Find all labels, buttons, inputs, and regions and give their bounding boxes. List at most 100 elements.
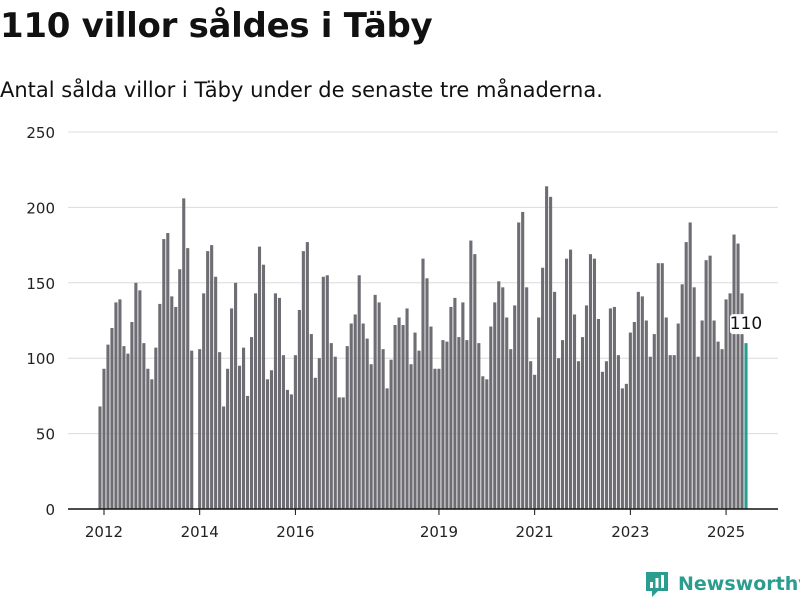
- bar: [102, 368, 106, 509]
- bar: [684, 242, 688, 510]
- bar: [381, 349, 385, 509]
- bar: [600, 371, 604, 509]
- bar: [473, 254, 477, 509]
- bar: [281, 355, 285, 509]
- highlight-data-label: 110: [730, 314, 762, 334]
- bar: [672, 355, 676, 509]
- bar: [565, 258, 569, 509]
- bar: [640, 296, 644, 509]
- bar: [441, 340, 445, 509]
- y-tick-label: 200: [26, 199, 55, 217]
- bar: [150, 379, 154, 509]
- bar: [313, 377, 317, 509]
- bar: [549, 196, 553, 509]
- bar: [357, 275, 361, 509]
- bar: [636, 291, 640, 509]
- bar: [517, 222, 521, 509]
- bar: [114, 302, 118, 509]
- bar: [700, 320, 704, 509]
- bar: [265, 379, 270, 509]
- bar: [712, 320, 716, 509]
- bar: [110, 328, 114, 509]
- bar: [489, 326, 493, 509]
- bar: [688, 222, 692, 509]
- bar: [130, 322, 134, 509]
- bar: [457, 337, 461, 509]
- bar: [158, 303, 162, 509]
- bar: [493, 302, 497, 509]
- bar: [321, 276, 325, 509]
- bar: [142, 343, 146, 509]
- bar: [146, 368, 150, 509]
- bar: [433, 368, 437, 509]
- bar: [206, 251, 210, 509]
- bar: [708, 255, 712, 509]
- bar: [122, 346, 126, 509]
- bar: [389, 359, 393, 509]
- bar: [437, 368, 441, 509]
- bar: [397, 317, 401, 509]
- bar: [417, 350, 421, 509]
- bar: [620, 388, 624, 509]
- bar: [261, 264, 266, 509]
- bar: [309, 334, 313, 509]
- bar: [405, 308, 409, 509]
- bar: [337, 397, 341, 509]
- bar: [369, 364, 373, 509]
- bar: [644, 320, 648, 509]
- bar: [561, 340, 565, 509]
- bar: [345, 346, 349, 509]
- bar: [222, 406, 226, 509]
- bar: [118, 299, 122, 509]
- bar: [182, 198, 186, 509]
- bar: [461, 302, 465, 509]
- bar: [393, 325, 397, 509]
- bar: [553, 291, 557, 509]
- bar: [632, 322, 636, 509]
- bar: [545, 186, 549, 509]
- bar: [628, 332, 632, 509]
- bar: [584, 305, 589, 509]
- bar: [106, 344, 110, 509]
- bar: [580, 337, 585, 509]
- bar: [648, 356, 652, 509]
- bar: [616, 355, 620, 509]
- bar: [525, 287, 529, 509]
- bar: [481, 376, 485, 509]
- bar: [696, 356, 700, 509]
- bar: [166, 233, 170, 509]
- bar: [138, 290, 142, 509]
- bar: [513, 305, 517, 509]
- bar: [242, 347, 246, 509]
- bar: [413, 332, 417, 509]
- x-tick-label: 2016: [276, 523, 314, 541]
- bar: [724, 299, 728, 509]
- bar: [178, 269, 182, 509]
- bar: [736, 243, 740, 510]
- bar: [301, 251, 305, 509]
- bar: [325, 275, 329, 509]
- bar: [218, 352, 222, 509]
- bar: [576, 361, 581, 509]
- x-tick-label: 2025: [707, 523, 745, 541]
- bar: [529, 361, 533, 509]
- bar: [385, 388, 389, 509]
- bar: [596, 318, 601, 509]
- bar: [656, 263, 660, 509]
- bar: [421, 258, 425, 509]
- bar: [333, 356, 337, 509]
- bar: [409, 364, 413, 509]
- chart-title: 110 villor såldes i Täby: [0, 6, 433, 46]
- bar: [373, 294, 377, 509]
- bar: [253, 293, 258, 509]
- bar: [277, 297, 281, 509]
- bar: [365, 338, 369, 509]
- bar: [425, 278, 429, 509]
- bar: [230, 308, 234, 509]
- bar: [732, 234, 736, 509]
- brand-logo: Newsworthy: [644, 568, 800, 600]
- bar: [521, 211, 525, 509]
- highlight-bar: [744, 343, 748, 509]
- bar: [341, 397, 345, 509]
- bar: [202, 293, 206, 509]
